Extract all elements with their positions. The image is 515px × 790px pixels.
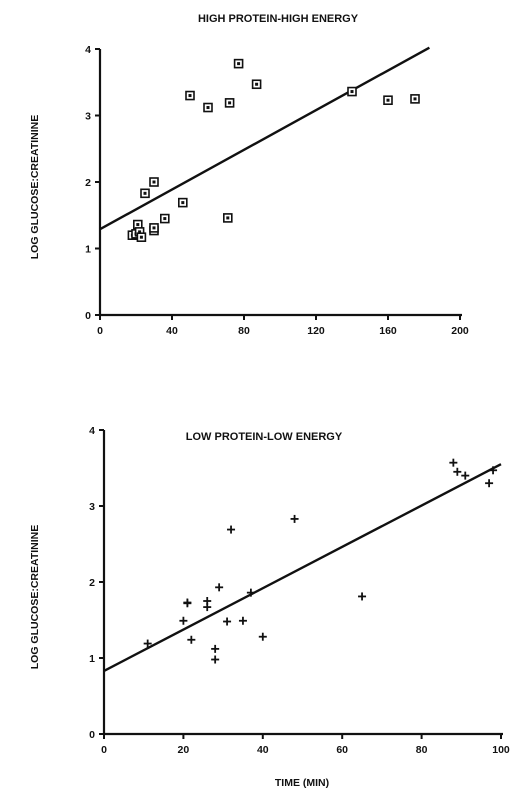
x-tick-label: 80 [416, 744, 428, 756]
x-tick-label: 0 [101, 744, 107, 756]
data-point [140, 188, 150, 199]
data-point [233, 58, 244, 69]
x-axis-label: TIME (MIN) [275, 777, 329, 789]
y-tick-label: 2 [89, 577, 95, 589]
regression-line [103, 463, 502, 672]
data-point [211, 644, 220, 653]
y-axis-label: LOG GLUCOSE:CREATININE [29, 525, 41, 669]
x-tick-label: 100 [492, 744, 510, 756]
y-tick-label: 4 [85, 44, 91, 56]
x-tick-label: 40 [166, 325, 178, 337]
data-point [489, 466, 498, 475]
data-point [185, 90, 195, 101]
data-point [258, 632, 267, 641]
data-point [485, 479, 494, 488]
chart-high-protein-high-energy: HIGH PROTEIN-HIGH ENERGY LOG GLUCOSE:CRE… [29, 13, 469, 337]
data-point [211, 655, 220, 664]
x-tick-label: 20 [178, 744, 190, 756]
data-point [203, 102, 213, 113]
data-point [223, 617, 232, 626]
regression-line [99, 46, 430, 231]
y-tick-label: 1 [85, 244, 91, 256]
data-point [203, 603, 212, 612]
data-point [160, 213, 170, 224]
x-tick-label: 200 [451, 325, 469, 337]
x-tick-label: 60 [336, 744, 348, 756]
data-point [223, 213, 233, 223]
x-tick-label: 0 [97, 325, 103, 337]
data-point [183, 598, 192, 607]
y-tick-label: 4 [89, 425, 95, 437]
data-point [449, 458, 458, 467]
data-point [187, 635, 196, 644]
y-axis-label: LOG GLUCOSE:CREATININE [29, 115, 41, 259]
data-point [136, 232, 147, 242]
data-point [179, 616, 188, 625]
data-point [383, 95, 393, 106]
chart-title: LOW PROTEIN-LOW ENERGY [186, 431, 343, 443]
data-point [178, 197, 188, 208]
chart-title: HIGH PROTEIN-HIGH ENERGY [198, 13, 359, 25]
x-tick-label: 40 [257, 744, 269, 756]
data-point [143, 639, 152, 648]
y-tick-label: 3 [85, 111, 91, 123]
data-point [347, 86, 357, 97]
data-point [410, 94, 420, 104]
data-point [246, 588, 255, 597]
data-point [461, 471, 470, 480]
y-tick-label: 1 [89, 653, 95, 665]
y-tick-label: 2 [85, 177, 91, 189]
data-point [251, 79, 262, 90]
data-point [453, 467, 462, 476]
data-point [358, 592, 367, 601]
x-tick-label: 80 [238, 325, 250, 337]
x-tick-label: 120 [307, 325, 325, 337]
data-point [224, 98, 235, 108]
data-point [290, 514, 299, 523]
data-point [227, 525, 236, 534]
data-point [149, 223, 159, 233]
y-tick-label: 3 [89, 501, 95, 513]
y-tick-label: 0 [89, 729, 95, 741]
chart-low-protein-low-energy: LOW PROTEIN-LOW ENERGY LOG GLUCOSE:CREAT… [29, 425, 510, 789]
data-point [238, 616, 247, 625]
y-tick-label: 0 [85, 310, 91, 322]
data-point [215, 583, 224, 592]
x-tick-label: 160 [379, 325, 397, 337]
data-point [149, 177, 159, 187]
